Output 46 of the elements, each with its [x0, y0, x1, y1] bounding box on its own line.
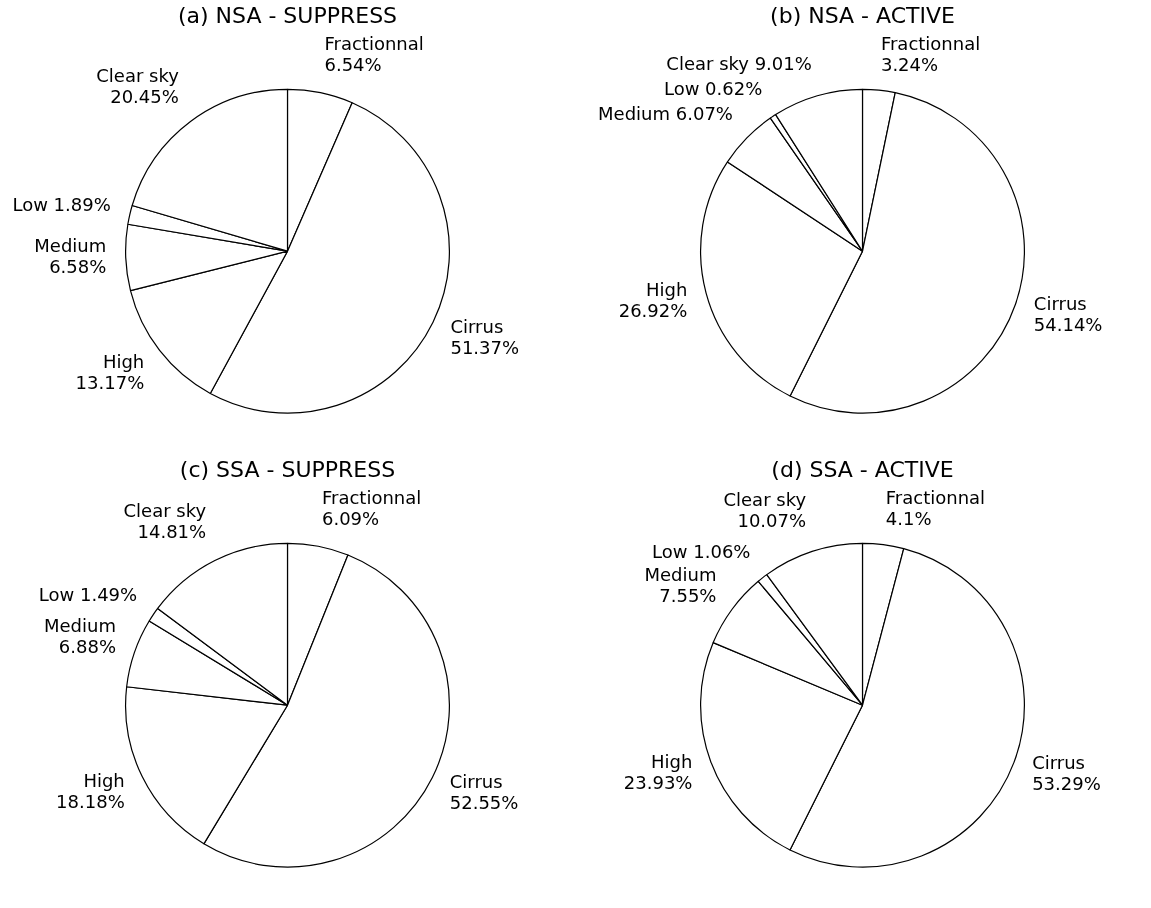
data-label: 6.09% — [321, 508, 380, 530]
slice-label: Fractionnal — [880, 33, 981, 55]
slice-label: High — [645, 279, 688, 301]
data-label: 6.58% — [49, 255, 107, 277]
data-label: 52.55% — [449, 792, 519, 814]
slice-label: High — [83, 770, 125, 792]
slice-label: Medium — [34, 234, 107, 256]
slice-label: Cirrus — [450, 315, 504, 337]
slice-label: Cirrus — [1032, 752, 1085, 774]
slice-label: Cirrus — [1033, 293, 1087, 315]
slice-label: High — [102, 350, 145, 372]
slice-label: Low 1.06% — [652, 540, 751, 562]
data-label: 7.55% — [659, 584, 717, 606]
slice-label: Fractionnal — [321, 487, 422, 509]
slice-label: Low 0.62% — [663, 77, 763, 99]
slice-label: Clear sky — [723, 488, 807, 510]
slice-label: Clear sky — [96, 64, 180, 86]
chart-title: (d) SSA - ACTIVE — [771, 456, 954, 482]
chart-title: (c) SSA - SUPPRESS — [179, 456, 396, 482]
slice-label: Clear sky 9.01% — [666, 53, 812, 75]
slice-label: Low 1.49% — [38, 584, 138, 606]
data-label: 54.14% — [1033, 314, 1103, 336]
slice-label: Fractionnal — [324, 33, 424, 55]
data-label: 23.93% — [623, 772, 693, 794]
data-label: 10.07% — [737, 509, 807, 531]
data-label: 13.17% — [75, 371, 145, 393]
data-label: 14.81% — [137, 521, 207, 543]
slice-label: Medium — [44, 615, 116, 637]
chart-title: (a) NSA - SUPPRESS — [177, 2, 398, 28]
data-label: 6.54% — [324, 54, 382, 76]
slice-label: Cirrus — [449, 771, 503, 793]
data-label: 4.1% — [885, 508, 932, 530]
data-label: 20.45% — [110, 85, 179, 107]
slice-label: Medium 6.07% — [598, 103, 733, 125]
slice-label: Low 1.89% — [12, 194, 111, 216]
data-label: 6.88% — [58, 636, 116, 658]
slice-label: Medium — [644, 563, 717, 585]
slice-label: High — [651, 751, 693, 773]
data-label: 3.24% — [880, 54, 939, 76]
chart-title: (b) NSA - ACTIVE — [770, 2, 955, 28]
data-label: 51.37% — [450, 336, 520, 358]
data-label: 18.18% — [56, 791, 125, 813]
data-label: 53.29% — [1032, 773, 1101, 795]
slice-label: Fractionnal — [885, 487, 986, 509]
data-label: 26.92% — [618, 300, 688, 322]
slice-label: Clear sky — [123, 500, 207, 522]
